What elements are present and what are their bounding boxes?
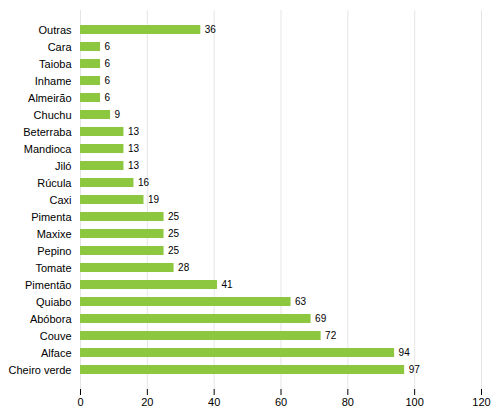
- svg-text:Mandioca: Mandioca: [24, 143, 73, 155]
- svg-text:25: 25: [168, 211, 180, 222]
- svg-text:6: 6: [105, 41, 111, 52]
- svg-text:Taioba: Taioba: [39, 58, 72, 70]
- svg-text:Almeirão: Almeirão: [28, 92, 71, 104]
- svg-text:94: 94: [399, 347, 411, 358]
- svg-text:80: 80: [342, 396, 354, 408]
- svg-text:120: 120: [472, 396, 490, 408]
- svg-text:25: 25: [168, 245, 180, 256]
- svg-text:97: 97: [409, 364, 421, 375]
- svg-text:13: 13: [128, 143, 140, 154]
- svg-text:6: 6: [105, 75, 111, 86]
- svg-text:Pepino: Pepino: [37, 245, 71, 257]
- svg-text:Rúcula: Rúcula: [37, 177, 72, 189]
- svg-text:Couve: Couve: [40, 330, 72, 342]
- svg-text:41: 41: [222, 279, 234, 290]
- svg-text:20: 20: [141, 396, 153, 408]
- svg-text:100: 100: [405, 396, 423, 408]
- svg-text:Inhame: Inhame: [35, 75, 72, 87]
- svg-text:6: 6: [105, 92, 111, 103]
- svg-text:Quiabo: Quiabo: [36, 296, 71, 308]
- svg-text:Jiló: Jiló: [55, 160, 72, 172]
- svg-text:6: 6: [105, 58, 111, 69]
- svg-text:36: 36: [205, 24, 217, 35]
- svg-text:Caxi: Caxi: [49, 194, 71, 206]
- svg-text:0: 0: [77, 396, 83, 408]
- svg-text:Cara: Cara: [48, 41, 73, 53]
- svg-text:40: 40: [208, 396, 220, 408]
- svg-text:69: 69: [315, 313, 327, 324]
- svg-text:Maxixe: Maxixe: [37, 228, 72, 240]
- svg-text:Outras: Outras: [38, 24, 72, 36]
- svg-text:Cheiro verde: Cheiro verde: [9, 364, 72, 376]
- svg-text:Tomate: Tomate: [35, 262, 71, 274]
- svg-text:Abóbora: Abóbora: [30, 313, 72, 325]
- svg-text:19: 19: [148, 194, 160, 205]
- svg-text:63: 63: [295, 296, 307, 307]
- svg-text:72: 72: [325, 330, 337, 341]
- svg-text:Pimentão: Pimentão: [25, 279, 71, 291]
- svg-text:9: 9: [115, 109, 121, 120]
- svg-text:Chuchu: Chuchu: [34, 109, 72, 121]
- svg-text:Alface: Alface: [41, 347, 72, 359]
- svg-text:25: 25: [168, 228, 180, 239]
- svg-text:13: 13: [128, 160, 140, 171]
- svg-text:60: 60: [275, 396, 287, 408]
- svg-text:Pimenta: Pimenta: [31, 211, 72, 223]
- svg-text:13: 13: [128, 126, 140, 137]
- svg-text:Beterraba: Beterraba: [23, 126, 72, 138]
- svg-text:16: 16: [138, 177, 150, 188]
- svg-text:28: 28: [178, 262, 190, 273]
